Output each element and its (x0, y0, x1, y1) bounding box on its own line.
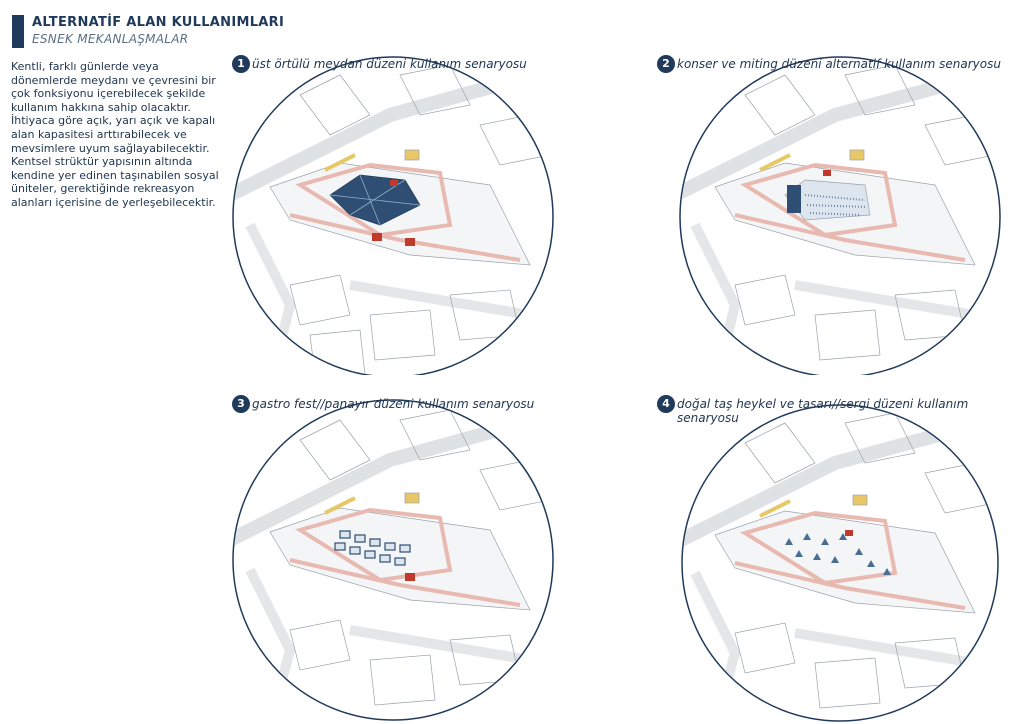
scenario-4-title: doğal taş heykel ve tasarı//sergi düzeni… (677, 397, 987, 425)
intro-paragraph-1: Kentli, farklı günlerde veya dönemlerde … (11, 60, 226, 114)
intro-text: Kentli, farklı günlerde veya dönemlerde … (11, 60, 226, 210)
scenario-2-label: 2 konser ve miting düzeni alternatif kul… (657, 57, 1001, 73)
header-text: ALTERNATİF ALAN KULLANIMLARI ESNEK MEKAN… (32, 15, 284, 48)
scenario-1-number-badge: 1 (232, 55, 250, 73)
scenario-4-plan-drawing (655, 395, 1020, 723)
scenario-1-title: üst örtülü meydan düzeni kullanım senary… (252, 57, 527, 71)
scenario-1: 1 üst örtülü meydan düzeni kullanım sena… (230, 55, 570, 375)
scenario-3-plan-drawing (230, 395, 570, 723)
site-plan (675, 405, 1020, 723)
scenario-2-plan-drawing (655, 55, 1020, 375)
page-subtitle: ESNEK MEKANLAŞMALAR (32, 31, 284, 47)
scenario-4: 4 doğal taş heykel ve tasarı//sergi düze… (655, 395, 1020, 723)
intro-paragraph-2: İhtiyaca göre açık, yarı açık ve kapalı … (11, 114, 226, 155)
intro-paragraph-3: Kentsel strüktür yapısının altında kendi… (11, 155, 226, 209)
site-plan (230, 400, 570, 723)
scenario-3-title: gastro fest//panayır düzeni kullanım sen… (252, 397, 534, 411)
scenario-3-number-badge: 3 (232, 395, 250, 413)
scenario-3-label: 3 gastro fest//panayır düzeni kullanım s… (232, 397, 534, 413)
scenario-1-plan-drawing (230, 55, 570, 375)
scenario-2-number-badge: 2 (657, 55, 675, 73)
page-title: ALTERNATİF ALAN KULLANIMLARI (32, 15, 284, 31)
page-header: ALTERNATİF ALAN KULLANIMLARI ESNEK MEKAN… (12, 15, 284, 48)
scenario-3: 3 gastro fest//panayır düzeni kullanım s… (230, 395, 570, 723)
scenario-2: 2 konser ve miting düzeni alternatif kul… (655, 55, 1020, 375)
scenario-1-label: 1 üst örtülü meydan düzeni kullanım sena… (232, 57, 527, 73)
scenario-4-number-badge: 4 (657, 395, 675, 413)
site-plan (675, 57, 1020, 375)
scenario-2-title: konser ve miting düzeni alternatif kulla… (677, 57, 1001, 71)
site-plan (230, 57, 570, 375)
scenario-4-label: 4 doğal taş heykel ve tasarı//sergi düze… (657, 397, 987, 425)
header-accent-bar (12, 15, 24, 48)
